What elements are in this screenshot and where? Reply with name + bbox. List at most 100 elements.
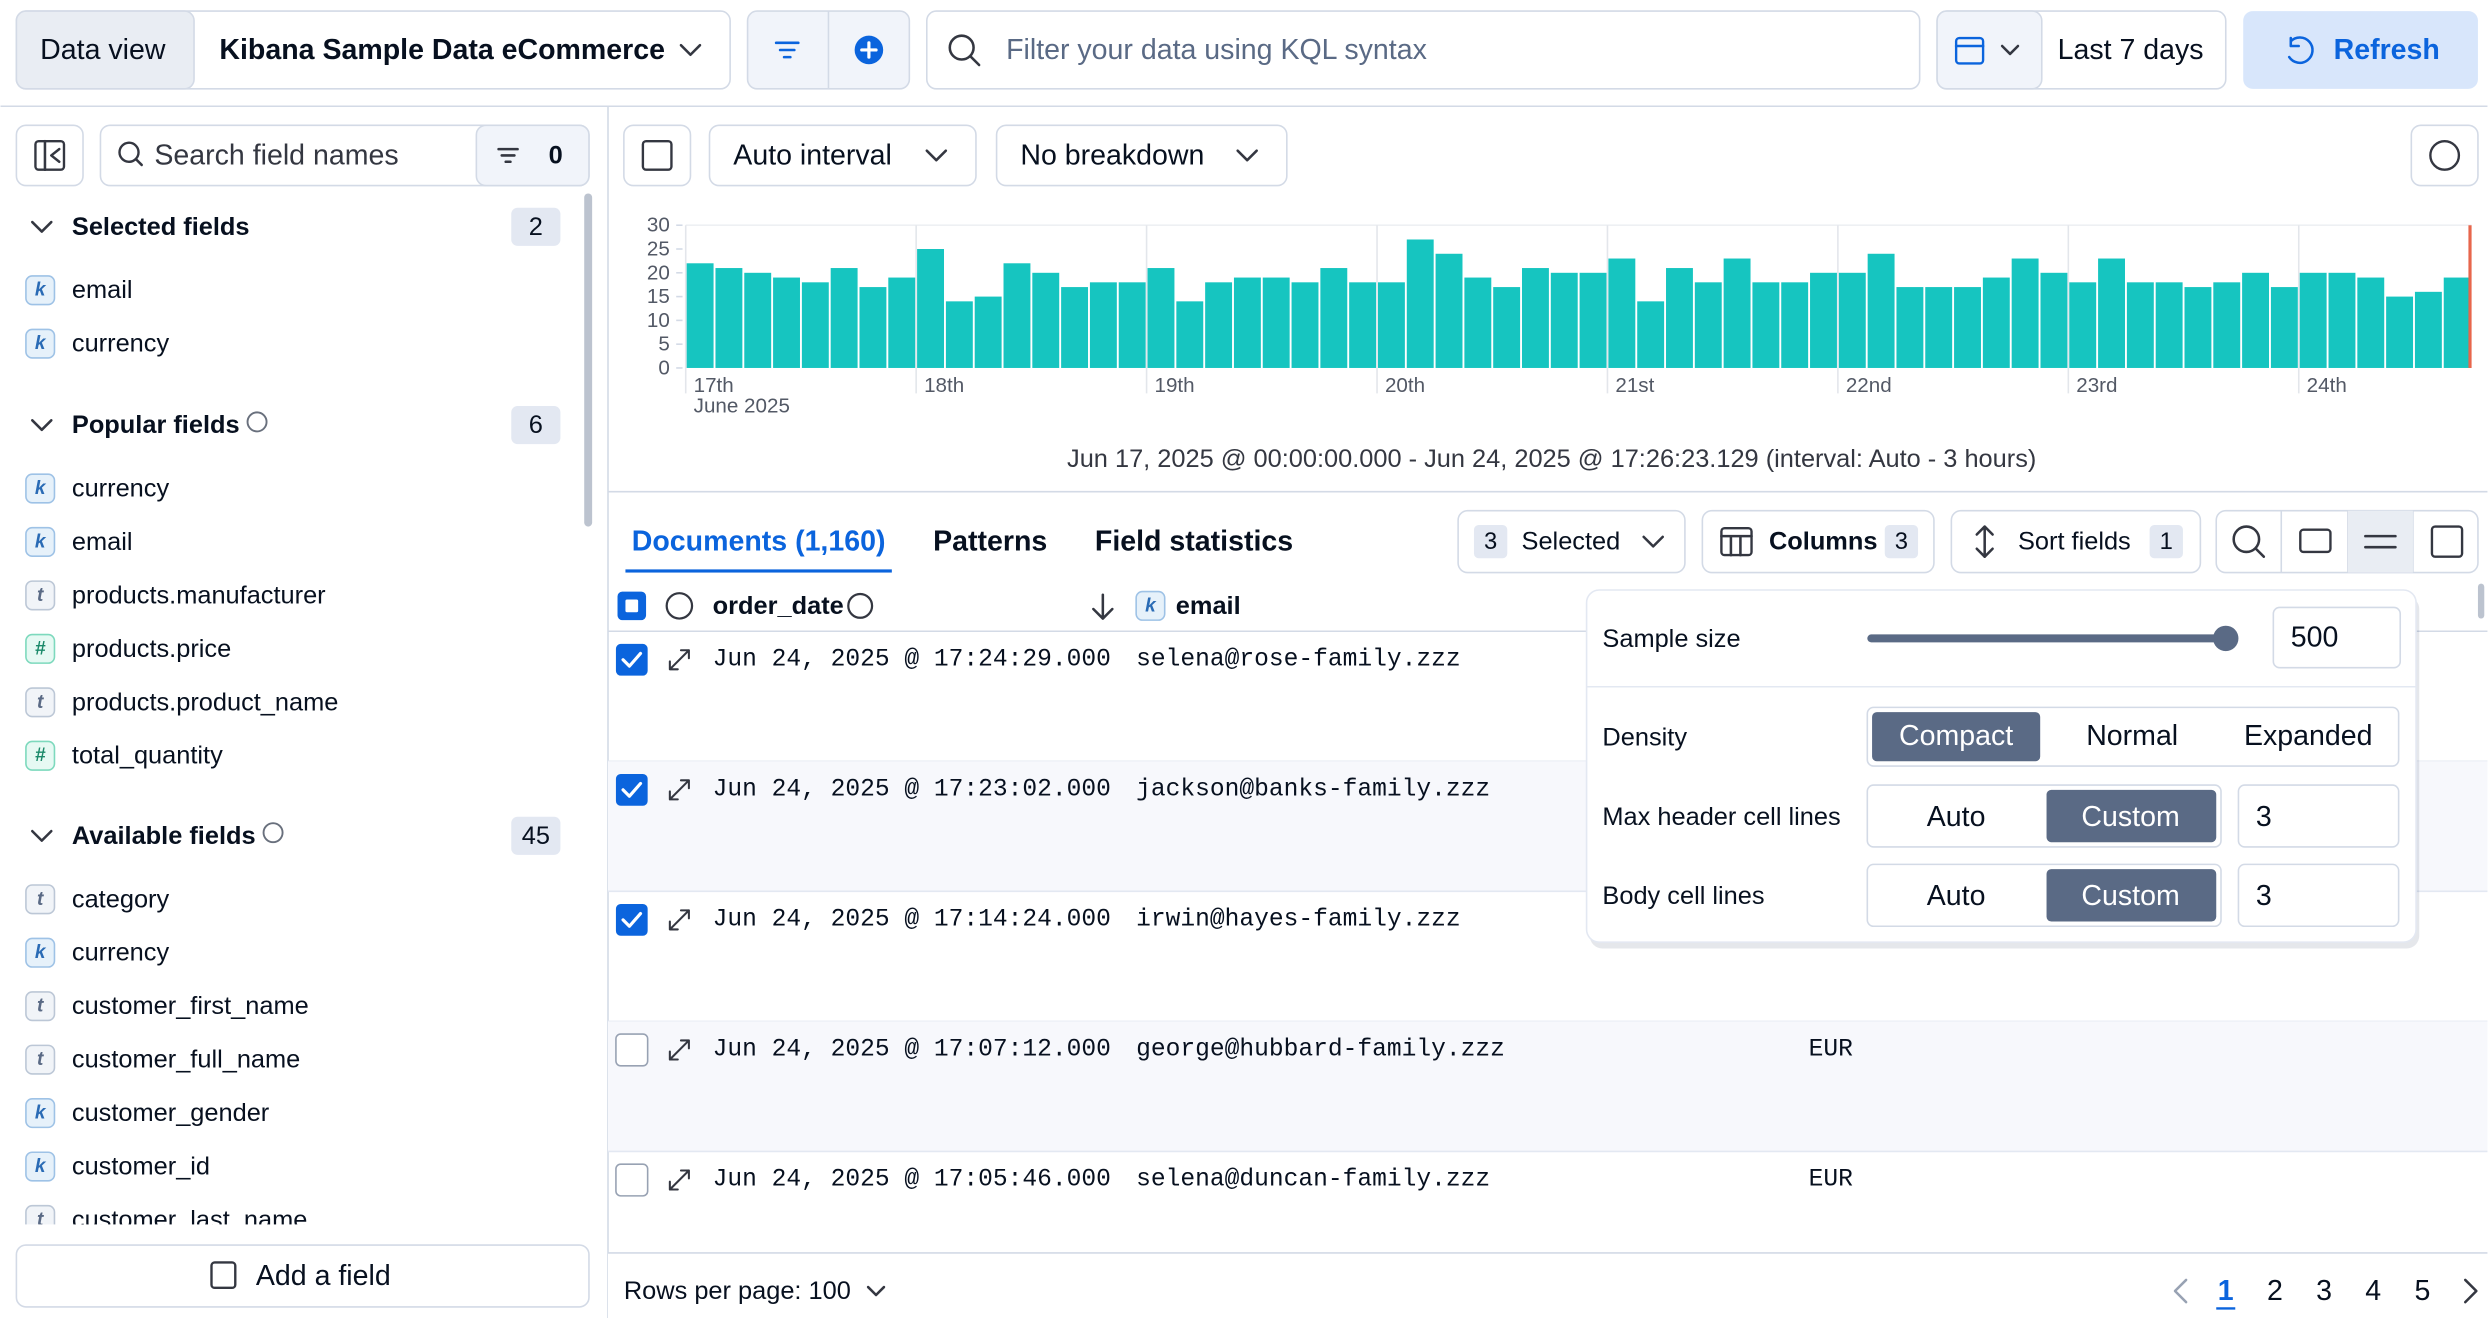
row-checkbox[interactable] [615,773,648,806]
histogram-bar [1464,277,1492,368]
breakdown-label[interactable]: No breakdown [1020,139,1204,171]
field-name[interactable]: currency [72,939,170,967]
section-title[interactable]: Available fields [72,822,256,850]
field-name[interactable]: total_quantity [72,742,223,770]
density-option[interactable]: Compact [1899,720,2013,752]
sample-size-value: 500 [2291,622,2339,654]
sort-label[interactable]: Sort fields [2018,528,2131,556]
interval-label[interactable]: Auto interval [733,139,892,171]
field-name[interactable]: customer_id [72,1153,210,1181]
row-checkbox[interactable] [615,643,648,676]
slider-knob[interactable] [2213,625,2239,652]
field-name[interactable]: products.manufacturer [72,581,326,609]
field-name[interactable]: email [72,528,133,556]
help-icon [246,411,268,433]
tab[interactable]: Patterns [933,526,1047,558]
add-field-button[interactable] [15,1244,590,1308]
row-checkbox[interactable] [615,1163,649,1197]
field-name[interactable]: email [72,276,133,304]
chart-toggle-button[interactable] [623,124,692,187]
chevron-icon [2000,44,2020,56]
sort-badge [2149,524,2183,559]
lines-value: 3 [2256,801,2272,833]
page-link[interactable]: 5 [2414,1275,2430,1307]
time-range[interactable]: Last 7 days [2058,34,2204,66]
y-tick-label: 20 [647,261,670,284]
field-name[interactable]: customer_gender [72,1099,270,1127]
sort-button[interactable] [1950,509,2202,574]
field-type-icon [25,526,56,558]
density-option[interactable]: Normal [2086,720,2178,752]
breakdown-select[interactable] [995,124,1288,187]
field-name[interactable]: category [72,885,170,913]
lines-mode-option[interactable]: Custom [2081,880,2179,912]
sidebar-scrollbar [584,193,593,527]
page-link[interactable]: 2 [2267,1275,2283,1307]
check [621,651,643,668]
query-input[interactable] [925,10,1921,90]
columns-button[interactable] [1701,509,1935,574]
field-type-icon [1135,590,1166,621]
histogram-bar [1118,282,1146,368]
field-name[interactable]: currency [72,475,170,503]
page-link[interactable]: 1 [2218,1275,2234,1307]
lines-mode-option[interactable]: Auto [1927,880,1986,912]
collapse-sidebar-button[interactable] [15,124,84,187]
next-icon [2463,1278,2478,1304]
sample-size-input[interactable] [2272,606,2402,669]
field-name[interactable]: products.price [72,635,231,663]
x-tick-label: 20th [1385,374,1425,397]
page-link[interactable]: 4 [2365,1275,2381,1307]
histogram-bar [1089,282,1117,368]
field-name[interactable]: customer_full_name [72,1046,300,1074]
help-icon [262,822,284,844]
refresh-label[interactable]: Refresh [2334,34,2440,66]
section-title[interactable]: Selected fields [72,213,250,241]
histogram-bar [2357,277,2385,368]
collapse-icon [34,139,66,171]
lines-input[interactable] [2237,863,2400,928]
lines-mode-option[interactable]: Custom [2081,801,2179,833]
histogram-bar [1752,282,1780,368]
interval-select[interactable] [708,124,977,187]
tab[interactable]: Field statistics [1095,526,1293,558]
row-stripe [607,1021,2488,1152]
row-checkbox[interactable] [615,904,648,936]
section-title[interactable]: Popular fields [72,411,240,439]
rows-per-page[interactable]: Rows per page: 100 [624,1277,851,1305]
chevron-icon [30,829,53,842]
prev-icon [2173,1278,2188,1304]
selected-label[interactable]: Selected [1522,528,1621,556]
add-field-label[interactable]: Add a field [256,1260,391,1292]
field-name[interactable]: products.product_name [72,688,338,716]
data-view-label: Data view [40,34,166,66]
density-option[interactable]: Expanded [2244,720,2373,752]
histogram-bar [859,287,887,368]
refresh-button[interactable] [2243,11,2478,89]
tab-underline [625,569,892,573]
histogram-bar [773,277,800,368]
page-link[interactable]: 3 [2316,1275,2332,1307]
chevron-icon [866,1285,886,1297]
columns-label[interactable]: Columns [1769,528,1877,556]
x-tick-label: 17th [694,374,734,397]
data-view-name[interactable]: Kibana Sample Data eCommerce [219,34,665,66]
chart-options-button[interactable] [2410,124,2479,187]
histogram-bar [1406,239,1434,368]
column-header[interactable]: email [1176,592,1241,620]
histogram-bar [2270,287,2298,368]
lines-input[interactable] [2237,784,2400,848]
column-header[interactable]: order_date [713,592,844,620]
row-checkbox[interactable] [615,1033,649,1067]
filter-count: 0 [549,141,563,169]
check [621,781,643,798]
x-tick-label: 23rd [2076,374,2117,397]
field-name[interactable]: customer_first_name [72,992,309,1020]
histogram-bar [1147,268,1175,368]
tab[interactable]: Documents (1,160) [632,526,886,558]
field-type-icon [25,328,56,359]
lines-mode-option[interactable]: Auto [1927,801,1986,833]
field-name[interactable]: currency [72,330,170,358]
expand-icon [668,1039,690,1061]
selected-button[interactable] [1457,509,1686,574]
